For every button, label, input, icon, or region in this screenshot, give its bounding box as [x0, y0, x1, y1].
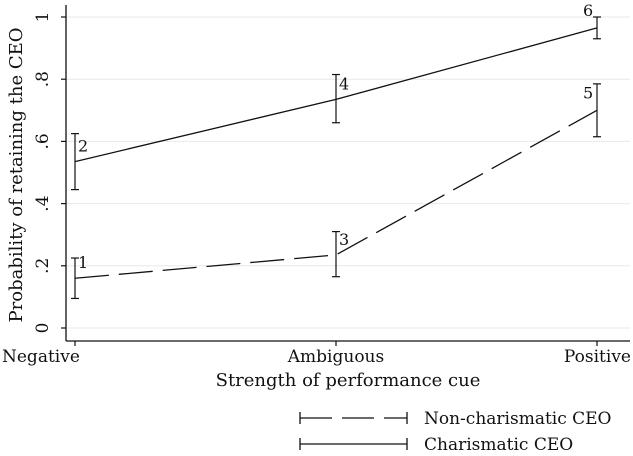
- point-label: 1: [78, 253, 88, 272]
- legend-item: Charismatic CEO: [299, 435, 573, 455]
- x-tick-label: Negative: [2, 347, 80, 367]
- point-label: 4: [339, 74, 349, 93]
- x-axis-title: Strength of performance cue: [216, 370, 481, 391]
- point-label: 6: [583, 1, 593, 20]
- y-tick-label: .2: [33, 258, 53, 274]
- x-tick-label: Positive: [564, 347, 631, 367]
- y-ticks: 0 .2 .4 .6 .8 1: [33, 12, 66, 334]
- x-ticks: Negative Ambiguous Positive: [2, 341, 631, 367]
- y-tick-label: 0: [33, 323, 53, 334]
- y-tick-label: 1: [33, 12, 53, 23]
- y-tick-label: .4: [33, 195, 53, 211]
- series-charismatic-ceo: 2 4 6: [71, 1, 601, 191]
- y-tick-label: .8: [33, 71, 53, 87]
- legend: Non-charismatic CEO Charismatic CEO: [299, 409, 612, 455]
- legend-item: Non-charismatic CEO: [299, 409, 612, 429]
- legend-label: Non-charismatic CEO: [424, 409, 612, 429]
- series-line: [74, 109, 598, 279]
- x-tick-label: Ambiguous: [287, 347, 384, 367]
- point-label: 5: [583, 83, 593, 102]
- point-label: 3: [339, 230, 349, 249]
- legend-label: Charismatic CEO: [424, 435, 573, 455]
- y-tick-label: .6: [33, 133, 53, 149]
- y-axis-title: Probability of retaining the CEO: [6, 28, 27, 323]
- grid-lines: [66, 16, 630, 329]
- series-layer: 1 3 5 2 4 6: [71, 1, 601, 300]
- point-label: 2: [78, 137, 88, 156]
- series-non-charismatic-ceo: 1 3 5: [71, 83, 601, 300]
